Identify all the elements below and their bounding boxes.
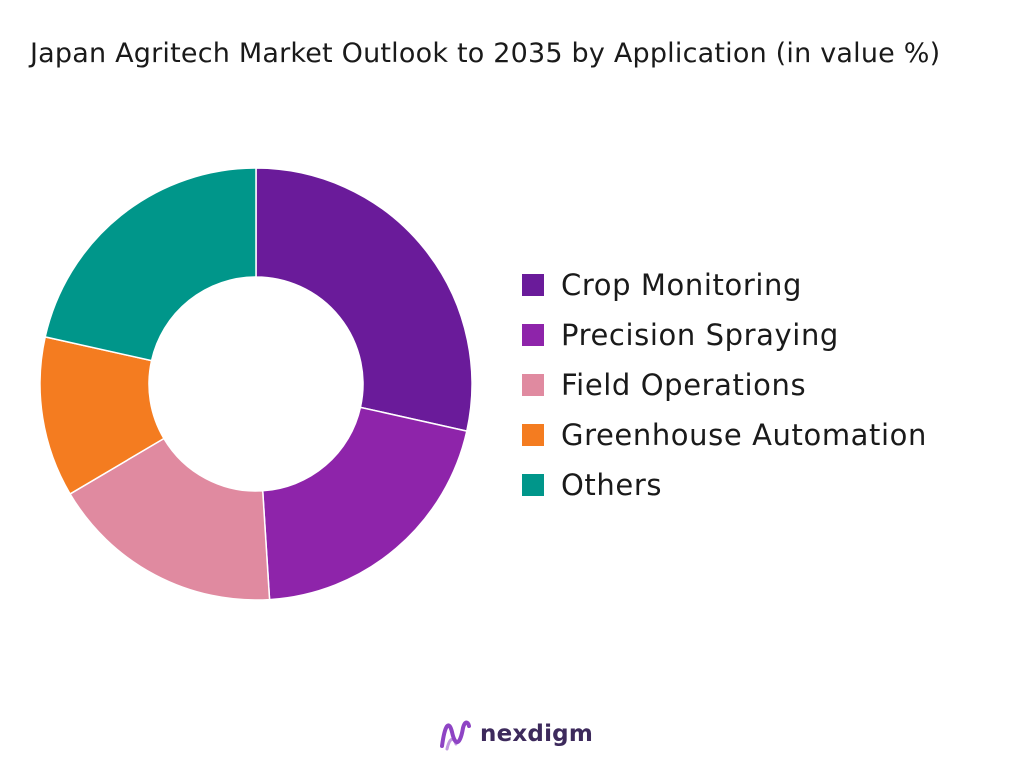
legend-item: Field Operations [522, 360, 992, 410]
legend-swatch [522, 474, 544, 496]
legend-label: Field Operations [561, 368, 807, 402]
legend-label: Crop Monitoring [561, 268, 802, 302]
legend-label: Greenhouse Automation [561, 418, 927, 452]
legend-label: Precision Spraying [561, 318, 839, 352]
chart-legend: Crop Monitoring Precision Spraying Field O… [522, 260, 992, 510]
legend-item: Greenhouse Automation [522, 410, 992, 460]
brand-logo: nexdigm [438, 714, 593, 754]
brand-name: nexdigm [480, 721, 593, 747]
legend-swatch [522, 274, 544, 296]
donut-slice-crop-monitoring [255, 167, 473, 433]
legend-item: Precision Spraying [522, 310, 992, 360]
donut-slice-others [44, 167, 257, 362]
legend-swatch [522, 324, 544, 346]
legend-label: Others [561, 468, 663, 502]
donut-slice-precision-spraying [261, 406, 468, 601]
chart-title: Japan Agritech Market Outlook to 2035 by… [30, 38, 941, 69]
legend-item: Others [522, 460, 992, 510]
legend-item: Crop Monitoring [522, 260, 992, 310]
legend-swatch [522, 424, 544, 446]
legend-swatch [522, 374, 544, 396]
nexdigm-logo-icon [440, 720, 471, 751]
donut-slice-field-operations [69, 437, 271, 601]
